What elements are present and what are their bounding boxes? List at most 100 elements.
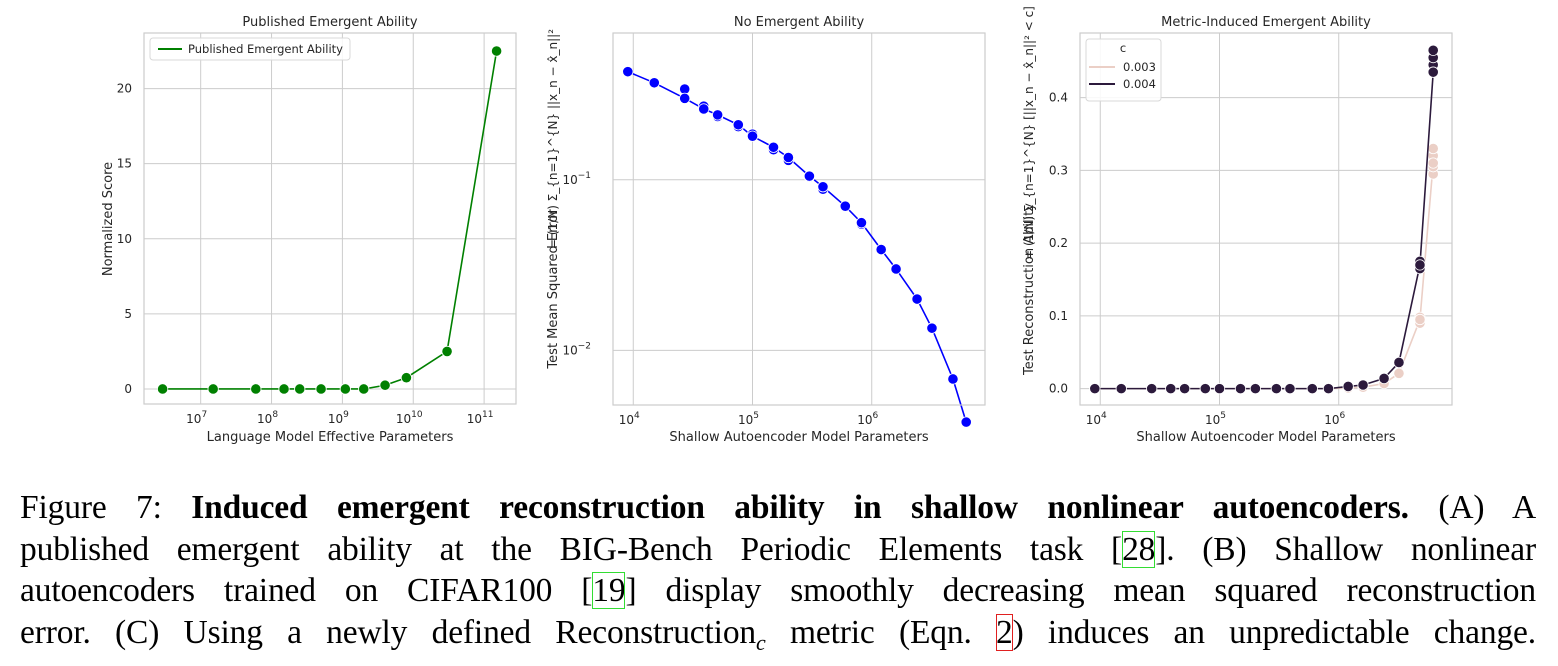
legend: c 0.003 0.004 — [1085, 38, 1162, 102]
chart-metric-induced-emergent-ability: Metric-Induced Emergent Ability 104 105 10… — [1022, 6, 1453, 445]
y-tick-label: 10−2 — [562, 341, 591, 357]
data-point — [1234, 383, 1247, 395]
data-point — [339, 383, 351, 395]
y-tick-label: 20 — [117, 82, 132, 96]
x-tick-exponent: 5 — [753, 411, 759, 421]
plot-frame — [143, 32, 517, 405]
x-tick-label: 108 — [257, 410, 278, 426]
data-point — [441, 345, 453, 358]
x-tick-exponent: 8 — [272, 410, 278, 420]
data-point — [1165, 383, 1177, 395]
y-axis-label-math: = (1/N) Σ_{n=1}^{N} ||x_n − x̂_n||² — [546, 29, 560, 249]
data-marks — [156, 45, 503, 395]
grid — [144, 33, 516, 404]
data-point — [315, 383, 327, 395]
data-point — [278, 383, 290, 395]
legend-label: 0.003 — [1123, 60, 1156, 74]
citation-link[interactable]: 19 — [592, 572, 626, 609]
caption-line-3: autoencoders trained on CIFAR100 [19] di… — [20, 570, 1536, 612]
data-point — [817, 181, 829, 193]
x-tick-exponent: 11 — [482, 410, 493, 420]
tick-labels: 104 105 106 0.0 0.1 0.2 0.3 0.4 — [1049, 91, 1346, 427]
data-point — [746, 130, 759, 142]
x-tick-exponent: 10 — [411, 410, 423, 420]
data-point — [855, 217, 868, 229]
data-point — [890, 263, 902, 275]
data-point — [1414, 313, 1426, 326]
x-tick-exponent: 5 — [1220, 411, 1226, 421]
caption-text: (A) A — [1438, 489, 1537, 526]
series-line-published-emergent-ability — [162, 50, 498, 390]
data-point — [1213, 383, 1226, 395]
data-point — [156, 383, 169, 395]
data-point — [1393, 356, 1405, 369]
data-point — [1284, 383, 1296, 395]
x-tick-label: 107 — [186, 410, 207, 426]
caption-text: metric (Eqn. — [765, 613, 996, 651]
data-point — [358, 383, 370, 395]
caption-text: error. (C) Using a newly defined Reconst… — [20, 613, 757, 651]
data-point — [1249, 383, 1261, 395]
y-tick-exponent: −2 — [578, 341, 591, 351]
data-point — [379, 379, 391, 391]
tick-labels: 104 105 106 10−1 10−2 — [562, 171, 878, 427]
x-tick-label: 1010 — [396, 410, 423, 426]
x-axis-label: Shallow Autoencoder Model Parameters — [669, 430, 928, 445]
y-tick-label: 0 — [124, 382, 132, 396]
equation-link[interactable]: 2 — [996, 613, 1013, 651]
data-point — [1357, 379, 1369, 391]
x-tick-exponent: 4 — [634, 411, 640, 421]
data-point — [712, 109, 724, 121]
chart-title: No Emergent Ability — [734, 15, 865, 30]
x-tick-label: 104 — [1086, 411, 1107, 427]
x-tick-label: 106 — [857, 411, 878, 427]
legend: Published Emergent Ability — [149, 37, 351, 61]
data-point — [1378, 372, 1390, 385]
data-point — [1306, 383, 1318, 395]
data-point — [926, 322, 938, 334]
y-axis-label: Test Mean Squared Error — [546, 209, 561, 370]
caption-text: ] display smoothly decreasing mean squar… — [625, 572, 1536, 609]
legend-box — [1085, 38, 1162, 102]
data-point — [960, 416, 972, 428]
data-point — [839, 200, 851, 212]
y-tick-label: 10 — [117, 232, 132, 246]
plot-frame — [612, 32, 986, 406]
y-tick-label: 5 — [124, 307, 132, 321]
data-point — [732, 119, 744, 131]
citation-link[interactable]: 28 — [1122, 530, 1156, 568]
data-point — [782, 151, 794, 164]
data-point — [947, 373, 959, 385]
series-line-0-004 — [1094, 72, 1435, 390]
data-point — [294, 383, 306, 395]
y-tick-label: 0.4 — [1049, 91, 1068, 105]
x-tick-exponent: 6 — [1340, 411, 1346, 421]
x-tick-label: 1011 — [467, 410, 494, 426]
y-tick-label: 0.2 — [1049, 236, 1068, 250]
x-tick-label: 106 — [1324, 411, 1345, 427]
data-point — [400, 372, 412, 384]
chart-no-emergent-ability: No Emergent Ability 104 105 106 10−1 10−2 Sh… — [546, 15, 986, 445]
legend-title: c — [1120, 41, 1126, 55]
y-axis-label-math: = (1/N) Σ_{n=1}^{N} [||x_n − x̂_n||² < c… — [1022, 6, 1036, 260]
x-tick-exponent: 6 — [873, 411, 879, 421]
data-point — [250, 383, 262, 395]
x-tick-exponent: 9 — [343, 410, 349, 420]
data-point — [1146, 383, 1158, 395]
caption-title: Induced emergent reconstruction ability … — [191, 489, 1409, 526]
series-line-mse — [627, 70, 967, 423]
caption-line-2: published emergent ability at the BIG-Be… — [20, 529, 1536, 571]
figure-caption: Figure 7: Induced emergent reconstructio… — [20, 487, 1536, 663]
y-tick-label: 15 — [117, 157, 132, 171]
data-marks — [622, 66, 972, 428]
data-point — [698, 103, 710, 115]
data-point — [679, 83, 691, 95]
data-point — [1270, 383, 1282, 395]
legend-box — [149, 37, 351, 61]
chart-title: Metric-Induced Emergent Ability — [1161, 15, 1371, 30]
data-point — [1414, 259, 1426, 271]
data-point — [1427, 66, 1439, 78]
y-axis-label-group: Test Reconstruction Ability = (1/N) Σ_{n… — [1022, 6, 1037, 376]
y-tick-exponent: −1 — [578, 171, 591, 181]
